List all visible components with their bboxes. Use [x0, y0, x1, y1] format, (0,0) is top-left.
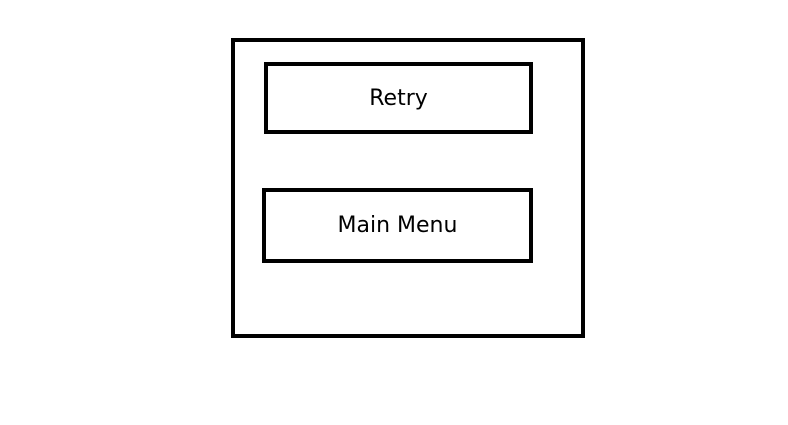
game-over-dialog: Retry Main Menu	[231, 38, 585, 338]
main-menu-button[interactable]: Main Menu	[262, 188, 533, 263]
retry-button-label: Retry	[369, 85, 428, 111]
main-menu-button-label: Main Menu	[337, 213, 458, 238]
retry-button[interactable]: Retry	[264, 62, 533, 134]
